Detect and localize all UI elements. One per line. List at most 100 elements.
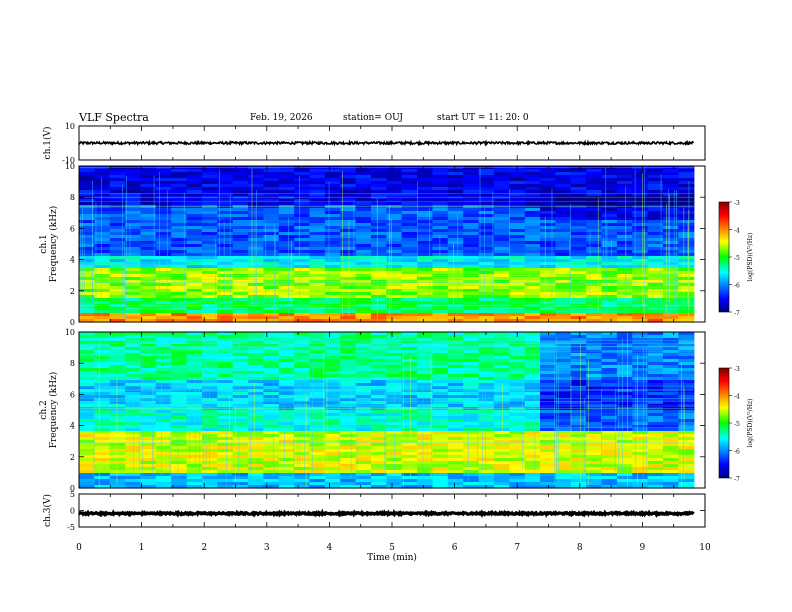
ch1-spectrogram-cell [447, 235, 464, 239]
ch1-spectrogram-cell [447, 208, 464, 212]
ch1-spectrogram-cell [186, 172, 203, 176]
ch1-spectrogram-cell [586, 223, 603, 227]
ch2-spectrogram-cell [232, 416, 249, 420]
ch1-spectrogram-cell [647, 298, 664, 302]
ch1-spectrogram-cell [432, 238, 449, 242]
ch2-spectrogram-cell [294, 455, 311, 459]
ch3-waveform-axes: 50-5 [67, 490, 706, 532]
ch1-spectrogram-cell [79, 319, 95, 323]
ch1-spectrogram-cell [232, 289, 249, 293]
ch1-spectrogram-cell [663, 208, 679, 212]
ch2-spectrogram-cell [186, 422, 203, 426]
ch2-spectrogram-cell [478, 410, 495, 414]
ch1-spectrogram-cell [432, 184, 449, 188]
ch2-spectrogram-cell [417, 470, 434, 474]
ch2-spectrogram-cell [294, 431, 311, 435]
ch1-spectrogram-cell [371, 250, 387, 254]
ch2-spectrogram-cell [555, 353, 572, 357]
ch2-spectrogram-cell [447, 479, 464, 483]
ch1-spectrogram-cell [647, 193, 664, 197]
ch1-spectrogram-cell [478, 208, 495, 212]
ch1-spectrogram-cell [263, 250, 280, 254]
ch2-spectrogram-cell [417, 428, 434, 432]
ch1-spectrogram-cell [417, 277, 434, 281]
ch1-spectrogram-cell [94, 208, 111, 212]
ch1-spectrogram-cell [493, 184, 510, 188]
ch2-spectrogram-cell [555, 341, 572, 345]
ch1-spectrogram-cell [263, 319, 280, 323]
ch1-spectrogram-cell [386, 298, 403, 302]
ch2-spectrogram-cell [555, 368, 572, 372]
ch1-spectrogram-cell [355, 307, 372, 311]
ch2-spectrogram-cell [294, 470, 311, 474]
ch1-spectrogram-cell [401, 214, 418, 218]
ch3-waveform-ylabel: ch.3(V) [42, 494, 53, 527]
ch1-spectrogram-cell [509, 226, 526, 230]
ch1-spectrogram-cell [232, 190, 249, 194]
ch1-spectrogram-cell [324, 229, 341, 233]
ch1-spectrogram-cell [524, 214, 541, 218]
ch1-spectrogram-cell [417, 316, 434, 320]
ch1-spectrogram-cell [478, 274, 495, 278]
ch1-spectrogram-cell [524, 190, 541, 194]
ch1-spectrogram-cell [109, 187, 126, 191]
ch2-spectrogram-cell [371, 437, 387, 441]
ch2-spectrogram-cell [155, 473, 172, 477]
ch1-spectrogram-cell [186, 316, 203, 320]
ch2-spectrogram-cell [140, 392, 157, 396]
ch1-spectrogram-cell [109, 247, 126, 251]
ch2-spectrogram-cell [355, 386, 372, 390]
ch1-spectrogram-cell [248, 253, 265, 257]
ch2-spectrogram-ylabel-channel: ch.2 [39, 400, 49, 419]
ch2-spectrogram-cell [493, 470, 510, 474]
ch2-spectrogram-cell [509, 338, 526, 342]
ch1-spectrogram-cell [125, 265, 142, 269]
ch2-spectrogram-cell [355, 365, 372, 369]
ch1-spectrogram-cell [493, 238, 510, 242]
ch2-spectrogram-cell [663, 458, 679, 462]
ch1-spectrogram-cell [94, 292, 111, 296]
ch1-spectrogram-cell [371, 193, 387, 197]
ch2-spectrogram-cell [463, 335, 480, 339]
ch2-spectrogram-cell [309, 353, 326, 357]
ch1-spectrogram-cell [171, 289, 188, 293]
ch1-spectrogram-cell [248, 211, 265, 215]
ch2-spectrogram-cell [386, 464, 403, 468]
ch2-spectrogram-cell [155, 455, 172, 459]
ch1-spectrogram-cell [94, 244, 111, 248]
ch1-spectrogram-cell [463, 208, 480, 212]
ch2-spectrogram-cell [524, 464, 541, 468]
ch1-spectrogram-cell [555, 298, 572, 302]
ch1-spectrogram-cell [278, 178, 295, 182]
ch1-spectrogram-cell [386, 172, 403, 176]
ch2-spectrogram-cell [294, 410, 311, 414]
ch1-spectrogram-cell [201, 190, 218, 194]
ch2-spectrogram-cell [324, 458, 341, 462]
ch2-spectrogram-cell [586, 341, 603, 345]
ch1-spectrogram-cell [401, 199, 418, 203]
ch1-spectrogram-cell [155, 220, 172, 224]
ch1-spectrogram-cell [647, 259, 664, 263]
ch2-spectrogram-cell [509, 467, 526, 471]
ch2-spectrogram-cell [401, 464, 418, 468]
ch2-spectrogram-cell [294, 371, 311, 375]
ch2-spectrogram-cell [647, 425, 664, 429]
ch1-spectrogram-cell [417, 295, 434, 299]
ch1-spectrogram-cell [94, 283, 111, 287]
ch2-spectrogram-cell [540, 428, 556, 432]
ch2-spectrogram-cell [663, 476, 679, 480]
ch1-spectrogram-cell [232, 208, 249, 212]
ch1-spectrogram-cell [278, 190, 295, 194]
ch2-spectrogram-cell [447, 467, 464, 471]
ch2-spectrogram-cell [140, 335, 157, 339]
ch1-spectrogram-cell [509, 217, 526, 221]
ch2-spectrogram-cell [417, 371, 434, 375]
ch1-spectrogram-cell [294, 238, 311, 242]
ch2-spectrogram-cell [493, 341, 510, 345]
ch1-spectrogram-cell [201, 268, 218, 272]
ch1-spectrogram-cell [201, 238, 218, 242]
ch2-spectrogram-cell [447, 380, 464, 384]
ch2-spectrogram-cell [386, 419, 403, 423]
ch2-spectrogram-cell [555, 449, 572, 453]
ch2-spectrogram-cell [570, 392, 587, 396]
